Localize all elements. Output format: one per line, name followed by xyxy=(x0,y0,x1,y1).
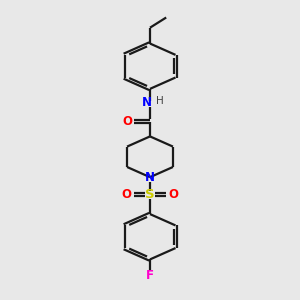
Text: O: O xyxy=(122,115,132,128)
Text: O: O xyxy=(122,188,131,201)
Text: N: N xyxy=(142,96,152,109)
Text: O: O xyxy=(169,188,178,201)
Text: H: H xyxy=(155,96,163,106)
Text: N: N xyxy=(145,171,155,184)
Text: S: S xyxy=(145,188,155,201)
Text: F: F xyxy=(146,269,154,282)
